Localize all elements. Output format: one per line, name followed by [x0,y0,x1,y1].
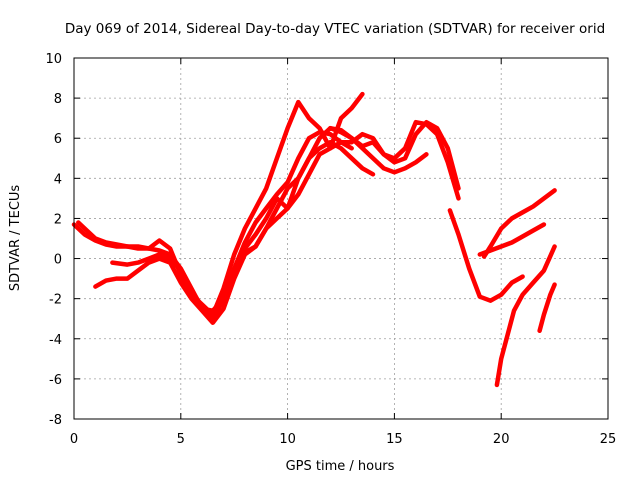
x-tick-label: 10 [279,432,296,447]
y-tick-label: 4 [54,172,62,187]
y-axis-label: SDTVAR / TECUs [8,185,23,292]
y-tick-label: 10 [45,52,62,67]
series-arc-5 [199,119,461,313]
chart-title: Day 069 of 2014, Sidereal Day-to-day VTE… [65,21,605,37]
x-tick-label: 15 [386,432,403,447]
y-tick-label: -8 [49,413,62,428]
axis-ticks: 0 5 10 15 20 25 -8 -6 -4 -2 0 2 4 6 8 10 [45,52,616,447]
x-tick-label: 0 [70,432,78,447]
plot-frame [73,57,609,420]
x-tick-label: 5 [177,432,185,447]
data-series [71,91,557,388]
y-tick-label: -4 [49,333,62,348]
series-arc-3 [93,139,376,325]
series-arc-4 [110,125,429,319]
series-arc-7 [447,208,525,303]
series-arc-2 [76,91,365,317]
series-arc-11 [537,282,557,334]
grid [74,58,608,419]
x-tick-label: 25 [600,432,617,447]
y-tick-label: 2 [54,212,62,227]
x-axis-label: GPS time / hours [286,459,395,474]
y-tick-label: 6 [54,132,62,147]
series-arc-6 [328,119,461,201]
y-tick-label: -2 [49,293,62,308]
x-tick-label: 20 [493,432,510,447]
y-tick-label: 0 [54,253,62,268]
series-arc-10 [494,244,557,388]
y-tick-label: -6 [49,373,62,388]
series-arc-9 [481,188,557,259]
y-tick-label: 8 [54,92,62,107]
